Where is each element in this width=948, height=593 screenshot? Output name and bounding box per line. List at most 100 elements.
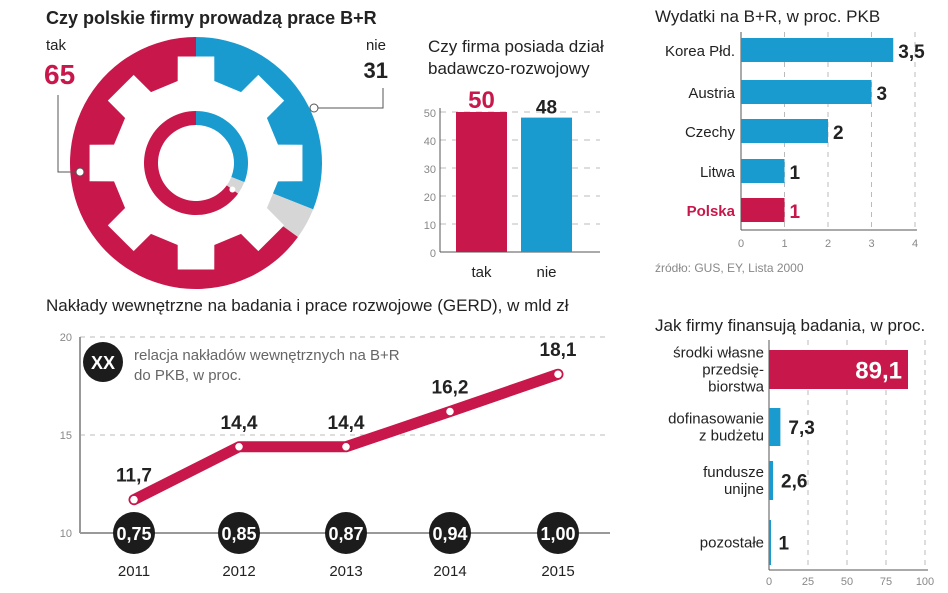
ratio-badge — [218, 512, 260, 554]
bar-Czechy — [741, 119, 828, 143]
gerd-chart: Nakłady wewnętrzne na badania i prace ro… — [46, 296, 610, 580]
x-tick-label: 25 — [802, 576, 814, 588]
y-tick-label: 20 — [60, 332, 72, 344]
nie-value: 31 — [364, 58, 388, 83]
funding-chart: Jak firmy finansują badania, w proc. 0 25… — [655, 316, 934, 588]
source-note: źródło: GUS, EY, Lista 2000 — [655, 261, 804, 275]
bar-Austria — [741, 80, 872, 104]
legend-line-2: do PKB, w proc. — [134, 367, 242, 384]
ratio-value: 0,87 — [328, 524, 363, 544]
bar-value-label: 3 — [877, 84, 888, 105]
gear-icon — [89, 56, 303, 270]
category-label: Korea Płd. — [665, 43, 735, 60]
category-label: fundusze — [703, 464, 764, 481]
data-label: 16,2 — [432, 377, 469, 398]
legend-symbol-text: XX — [91, 353, 115, 373]
bar-value-label: 3,5 — [898, 42, 925, 63]
x-tick-label: 75 — [880, 576, 892, 588]
tak-label: tak — [46, 37, 67, 54]
x-tick-label: nie — [536, 264, 556, 281]
gdp-title: Wydatki na B+R, w proc. PKB — [655, 7, 880, 26]
bar-value-label: 7,3 — [788, 418, 814, 439]
y-tick-label: 40 — [424, 136, 436, 148]
bar-value-label: 1 — [790, 202, 801, 223]
bar-Korea Płd. — [741, 38, 894, 62]
bar-value-label: 89,1 — [855, 358, 902, 385]
x-tick-label: 50 — [841, 576, 853, 588]
funding-bar — [769, 350, 908, 389]
data-point — [340, 441, 352, 453]
category-label: Polska — [687, 203, 736, 220]
data-point — [552, 368, 564, 380]
y-tick-label: 10 — [60, 528, 72, 540]
y-tick-label: 0 — [430, 248, 436, 260]
category-label: Czechy — [685, 124, 736, 141]
category-label: środki własne — [673, 345, 764, 362]
ratio-badge — [325, 512, 367, 554]
ratio-value: 0,75 — [116, 524, 151, 544]
inner-ring-nie — [196, 111, 248, 183]
bar-nie — [521, 117, 572, 252]
x-tick-label: 2012 — [222, 563, 255, 580]
gear-chart-title: Czy polskie firmy prowadzą prace B+R — [46, 8, 377, 28]
category-label: pozostałe — [700, 535, 764, 552]
category-label: przedsię- — [702, 362, 764, 379]
gerd-legend: XX relacja nakładów wewnętrznych na B+R … — [83, 342, 400, 384]
category-label: Litwa — [700, 164, 736, 181]
dept-chart: Czy firma posiada dział badawczo-rozwojo… — [424, 37, 604, 281]
x-tick-label: 0 — [738, 238, 744, 250]
x-tick-label: tak — [471, 264, 492, 281]
x-tick-label: 4 — [912, 238, 918, 250]
x-tick-label: 2011 — [118, 563, 150, 580]
dept-title-line-1: Czy firma posiada dział — [428, 37, 604, 56]
gear-chart: Czy polskie firmy prowadzą prace B+R tak… — [44, 8, 388, 290]
dept-title-line-2: badawczo-rozwojowy — [428, 59, 590, 78]
data-point — [128, 494, 140, 505]
y-tick-label: 10 — [424, 220, 436, 232]
bar-Polska — [741, 198, 785, 222]
category-label: unijne — [724, 481, 764, 498]
gdp-chart: Wydatki na B+R, w proc. PKB 0 1 2 3 4 Korea P… — [655, 7, 925, 275]
bar-value-label: 2 — [833, 123, 844, 144]
funding-bar — [769, 408, 781, 446]
bar-tak — [456, 112, 507, 252]
ratio-value: 1,00 — [540, 524, 575, 544]
funding-bar — [769, 461, 774, 500]
bar-value-label: 48 — [536, 98, 557, 119]
y-tick-label: 50 — [424, 108, 436, 120]
x-tick-label: 2013 — [329, 563, 362, 580]
tak-value: 65 — [44, 59, 75, 90]
bar-value-label: 50 — [468, 87, 495, 114]
gerd-line — [128, 368, 564, 506]
bar-value-label: 1 — [790, 163, 801, 184]
funding-bar — [769, 520, 771, 565]
x-tick-label: 2 — [825, 238, 831, 250]
bar-value-label: 2,6 — [781, 472, 807, 493]
funding-title: Jak firmy finansują badania, w proc. — [655, 316, 925, 335]
bar-Litwa — [741, 159, 785, 183]
data-point — [444, 406, 456, 417]
x-tick-label: 3 — [868, 238, 874, 250]
category-label: Austria — [688, 85, 735, 102]
legend-line-1: relacja nakładów wewnętrznych na B+R — [134, 347, 400, 364]
ratio-badge — [429, 512, 471, 554]
data-label: 14,4 — [328, 413, 365, 434]
nie-leader-line — [314, 88, 384, 109]
data-label: 11,7 — [116, 466, 152, 487]
y-tick-label: 15 — [60, 430, 72, 442]
category-label: dofinasowanie — [668, 411, 764, 428]
data-label: 18,1 — [540, 340, 577, 361]
tak-leader-dot — [75, 167, 85, 177]
ratio-badge — [537, 512, 579, 554]
gerd-title: Nakłady wewnętrzne na badania i prace ro… — [46, 296, 569, 315]
y-tick-label: 20 — [424, 192, 436, 204]
bar-value-label: 1 — [779, 534, 790, 555]
ratio-badge — [113, 512, 155, 554]
ratio-value: 0,94 — [432, 524, 467, 544]
y-tick-label: 30 — [424, 164, 436, 176]
nie-leader-dot — [309, 103, 319, 113]
x-tick-label: 100 — [916, 576, 934, 588]
x-tick-label: 2015 — [541, 563, 574, 580]
x-tick-label: 1 — [781, 238, 787, 250]
